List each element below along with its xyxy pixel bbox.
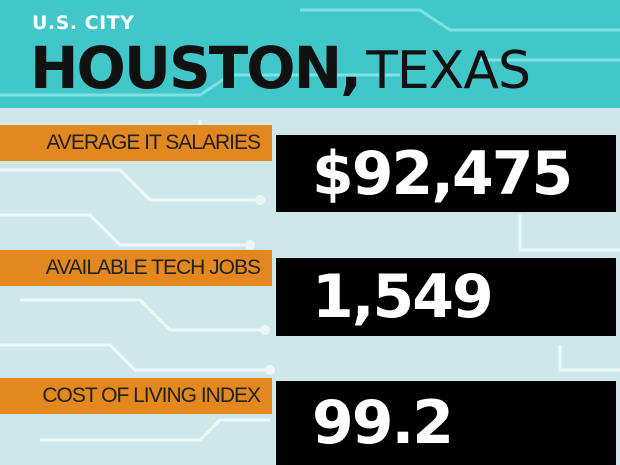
banner-circuit	[0, 8, 620, 97]
city: HOUSTON,	[30, 34, 362, 102]
stat-label: COST OF LIVING INDEX	[0, 378, 272, 414]
state: TEXAS	[366, 41, 531, 101]
stat-value: 1,549	[276, 258, 616, 336]
stat-value: $92,475	[276, 135, 616, 212]
stat-value: 99.2	[276, 381, 616, 465]
stat-label: AVAILABLE TECH JOBS	[0, 250, 272, 286]
title: HOUSTON, TEXAS	[30, 34, 531, 102]
banner: U.S. CITY HOUSTON, TEXAS	[0, 0, 620, 108]
kicker: U.S. CITY	[32, 12, 135, 34]
stat-label: AVERAGE IT SALARIES	[0, 125, 272, 161]
